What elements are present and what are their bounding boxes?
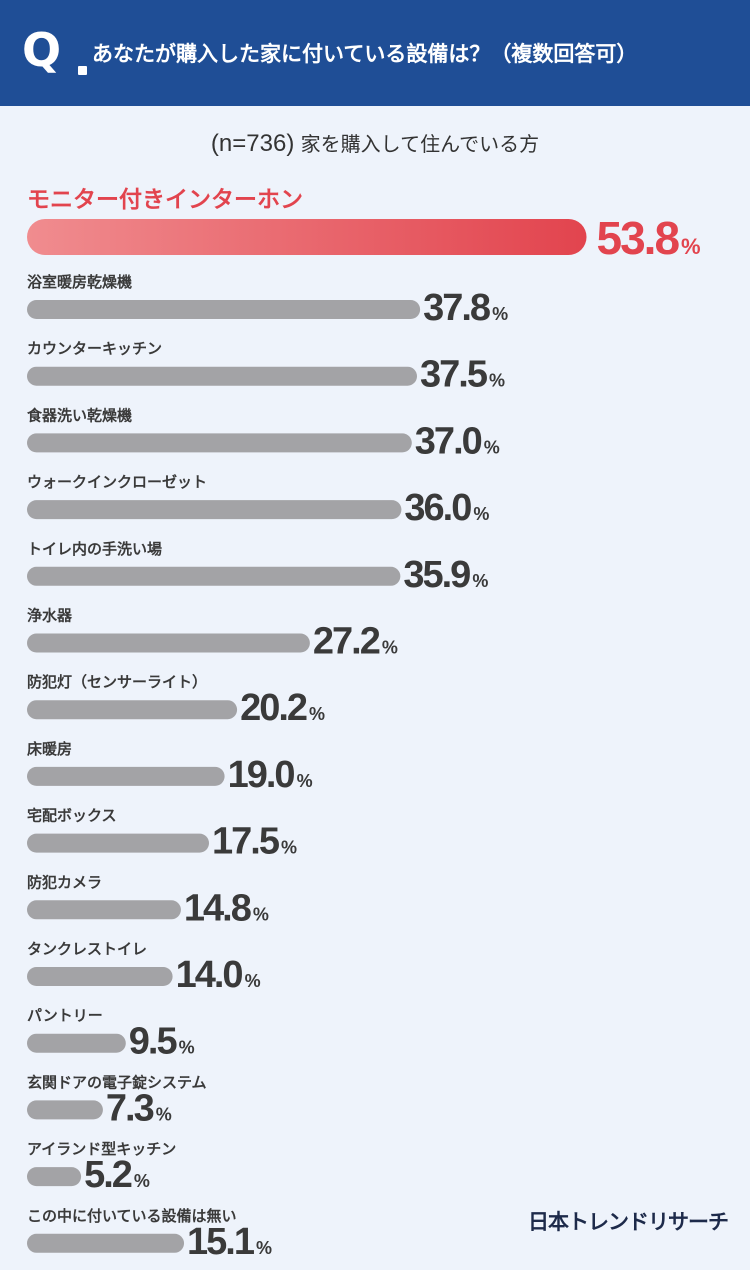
bar — [27, 1167, 82, 1187]
value-number: 53.8 — [597, 212, 680, 264]
value-number: 27.2 — [313, 621, 380, 663]
q-dot-icon — [78, 66, 87, 75]
percent-sign: % — [297, 771, 313, 791]
value-number: 17.5 — [212, 821, 280, 863]
value-number: 19.0 — [228, 754, 295, 796]
bar — [27, 433, 412, 453]
percent-sign: % — [281, 838, 297, 858]
value-label: 27.2% — [313, 621, 398, 663]
value-number: 14.8 — [184, 887, 251, 929]
value-label: 36.0% — [404, 487, 489, 529]
bar — [27, 766, 225, 786]
value-number: 37.0 — [415, 420, 482, 462]
percent-sign: % — [245, 971, 261, 991]
value-label: 9.5% — [129, 1021, 195, 1063]
percent-sign: % — [492, 304, 508, 324]
bar — [27, 1100, 103, 1120]
category-label: パントリー — [27, 1007, 103, 1025]
category-label: 防犯灯（センサーライト） — [27, 673, 207, 691]
percent-sign: % — [472, 571, 488, 591]
percent-sign: % — [256, 1238, 272, 1258]
question-header: Q あなたが購入した家に付いている設備は？（複数回答可） — [0, 0, 750, 106]
value-label: 35.9% — [403, 554, 488, 596]
bar — [27, 1233, 185, 1253]
value-label: 53.8% — [597, 212, 701, 264]
value-label: 14.8% — [184, 887, 269, 929]
percent-sign: % — [309, 704, 325, 724]
category-label: タンクレストイレ — [27, 940, 147, 958]
category-label: カウンターキッチン — [27, 340, 162, 358]
value-label: 5.2% — [84, 1154, 150, 1196]
percent-sign: % — [179, 1038, 195, 1058]
value-number: 15.1 — [187, 1221, 255, 1263]
bar — [27, 219, 587, 255]
percent-sign: % — [473, 504, 489, 524]
brand-logo: 日本トレンドリサーチ — [528, 1210, 729, 1234]
value-number: 37.8 — [423, 287, 490, 329]
value-label: 15.1% — [187, 1221, 272, 1263]
category-label: トイレ内の手洗い場 — [27, 540, 162, 558]
bar — [27, 1033, 126, 1053]
sample-info: (n=736) 家を購入して住んでいる方 — [0, 128, 750, 158]
bar — [27, 900, 181, 920]
value-number: 35.9 — [403, 554, 470, 596]
value-number: 9.5 — [129, 1021, 178, 1063]
category-label: ウォークインクローゼット — [27, 473, 207, 491]
value-number: 37.5 — [420, 354, 488, 396]
category-label: アイランド型キッチン — [27, 1140, 176, 1158]
question-text: あなたが購入した家に付いている設備は？（複数回答可） — [92, 42, 638, 66]
value-label: 37.8% — [423, 287, 508, 329]
value-number: 14.0 — [176, 954, 243, 996]
value-number: 7.3 — [106, 1087, 154, 1129]
value-label: 37.0% — [415, 420, 500, 462]
bar — [27, 633, 310, 653]
category-label: 玄関ドアの電子錠システム — [27, 1073, 207, 1091]
percent-sign: % — [156, 1104, 172, 1124]
bar — [27, 366, 417, 386]
category-label: 防犯カメラ — [27, 873, 102, 891]
sample-description: 家を購入して住んでいる方 — [300, 132, 540, 156]
value-label: 14.0% — [176, 954, 261, 996]
value-label: 37.5% — [420, 354, 505, 396]
category-label: 宅配ボックス — [27, 807, 117, 825]
q-icon: Q — [22, 23, 62, 77]
percent-sign: % — [489, 371, 505, 391]
value-number: 36.0 — [404, 487, 471, 529]
bar — [27, 500, 402, 520]
category-label: 浄水器 — [27, 607, 73, 625]
value-number: 20.2 — [240, 687, 307, 729]
category-label: モニター付きインターホン — [27, 187, 303, 213]
category-label: 浴室暖房乾燥機 — [27, 273, 132, 291]
sample-size: (n=736) — [210, 130, 295, 157]
percent-sign: % — [253, 904, 269, 924]
value-label: 7.3% — [106, 1087, 172, 1129]
percent-sign: % — [681, 234, 701, 259]
bar — [27, 566, 401, 586]
percent-sign: % — [484, 437, 500, 457]
category-label: この中に付いている設備は無い — [27, 1207, 237, 1225]
bar — [27, 833, 209, 853]
value-label: 17.5% — [212, 821, 297, 863]
percent-sign: % — [134, 1171, 150, 1191]
category-label: 床暖房 — [27, 740, 72, 758]
value-label: 19.0% — [228, 754, 313, 796]
value-label: 20.2% — [240, 687, 325, 729]
category-label: 食器洗い乾燥機 — [27, 406, 132, 424]
bar — [27, 967, 173, 986]
percent-sign: % — [382, 638, 398, 658]
bar — [27, 700, 238, 720]
value-number: 5.2 — [84, 1154, 132, 1196]
bar — [27, 300, 421, 319]
